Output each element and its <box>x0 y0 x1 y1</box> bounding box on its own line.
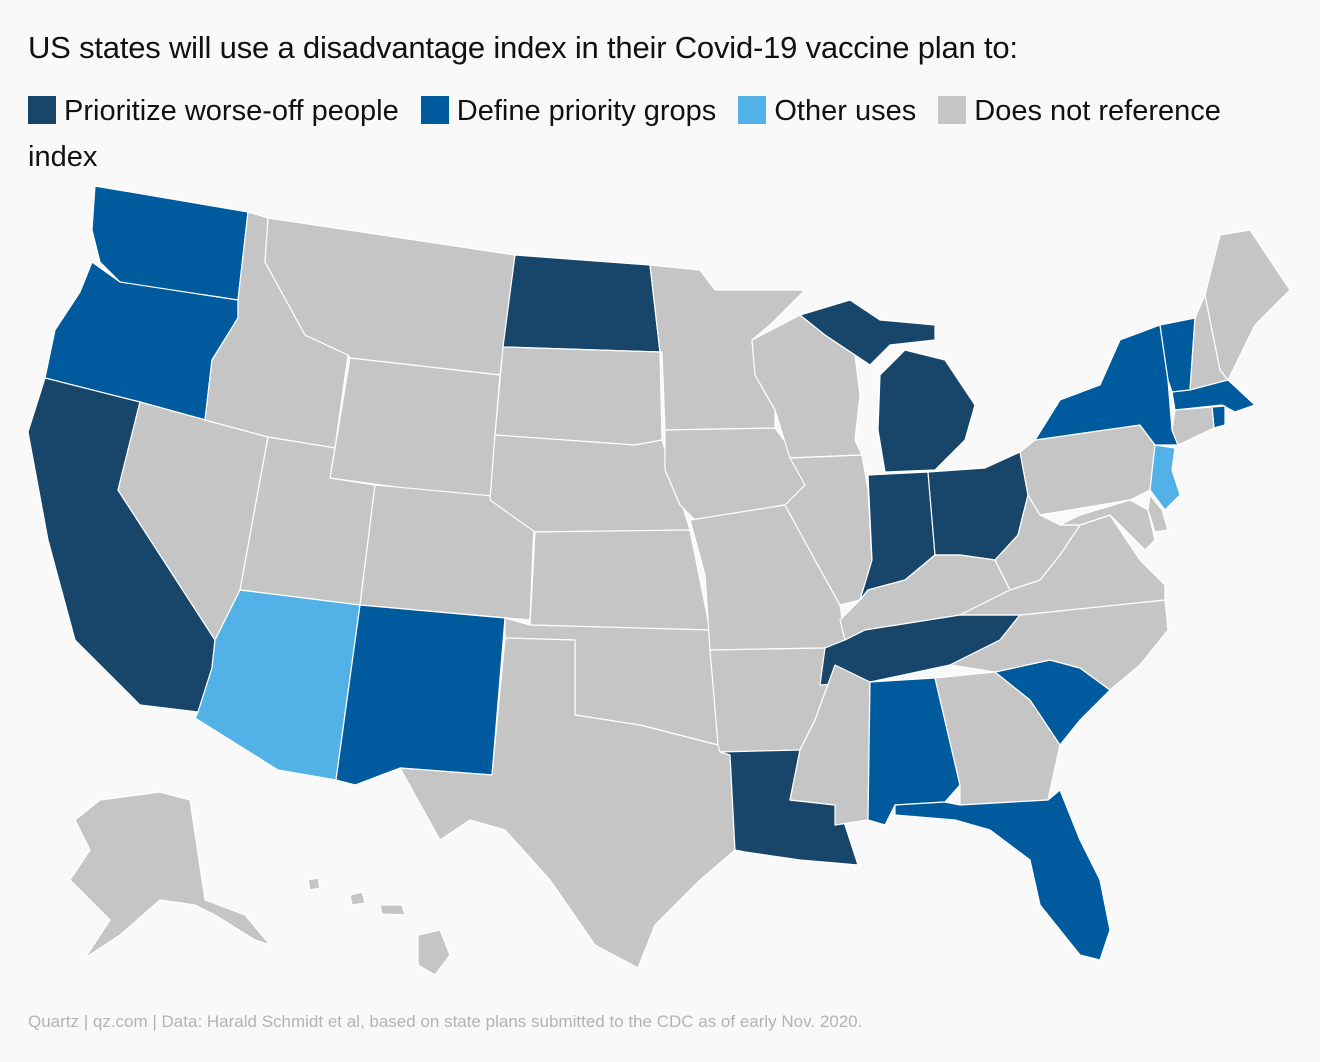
state-TX <box>399 637 736 969</box>
legend-swatch-define <box>420 96 449 124</box>
state-NY <box>1034 324 1179 446</box>
state-HI <box>307 877 451 976</box>
legend: Prioritize worse-off people Define prior… <box>28 88 1238 180</box>
legend-swatch-none <box>938 96 967 124</box>
legend-item-other: Other uses <box>738 95 916 127</box>
legend-item-prioritize: Prioritize worse-off people <box>28 95 399 127</box>
state-NE <box>489 434 691 533</box>
state-SD <box>494 346 663 446</box>
state-WY <box>329 357 501 501</box>
state-NJ <box>1149 444 1181 511</box>
state-FL <box>894 789 1111 961</box>
legend-swatch-prioritize <box>28 96 56 124</box>
state-CT <box>1171 406 1215 446</box>
legend-label-none: Does not reference index <box>28 95 1221 173</box>
state-NM <box>335 604 506 786</box>
legend-label-prioritize: Prioritize worse-off people <box>64 95 399 127</box>
state-ND <box>502 254 661 353</box>
legend-label-other: Other uses <box>774 95 917 127</box>
state-AK <box>69 791 271 959</box>
state-IL <box>784 454 873 606</box>
state-MI <box>799 299 976 473</box>
state-DE <box>1147 494 1169 533</box>
legend-label-define: Define priority grops <box>456 95 717 127</box>
source-footer: Quartz | qz.com | Data: Harald Schmidt e… <box>28 1012 863 1031</box>
legend-item-define: Define priority grops <box>420 95 717 127</box>
chart-title: US states will use a disadvantage index … <box>28 30 1018 65</box>
legend-item-none: Does not reference index <box>28 95 1221 173</box>
state-KS <box>529 529 711 631</box>
state-MD <box>1059 499 1156 551</box>
legend-swatch-other <box>738 96 767 124</box>
state-ME <box>1204 229 1291 381</box>
us-map <box>27 185 1291 976</box>
